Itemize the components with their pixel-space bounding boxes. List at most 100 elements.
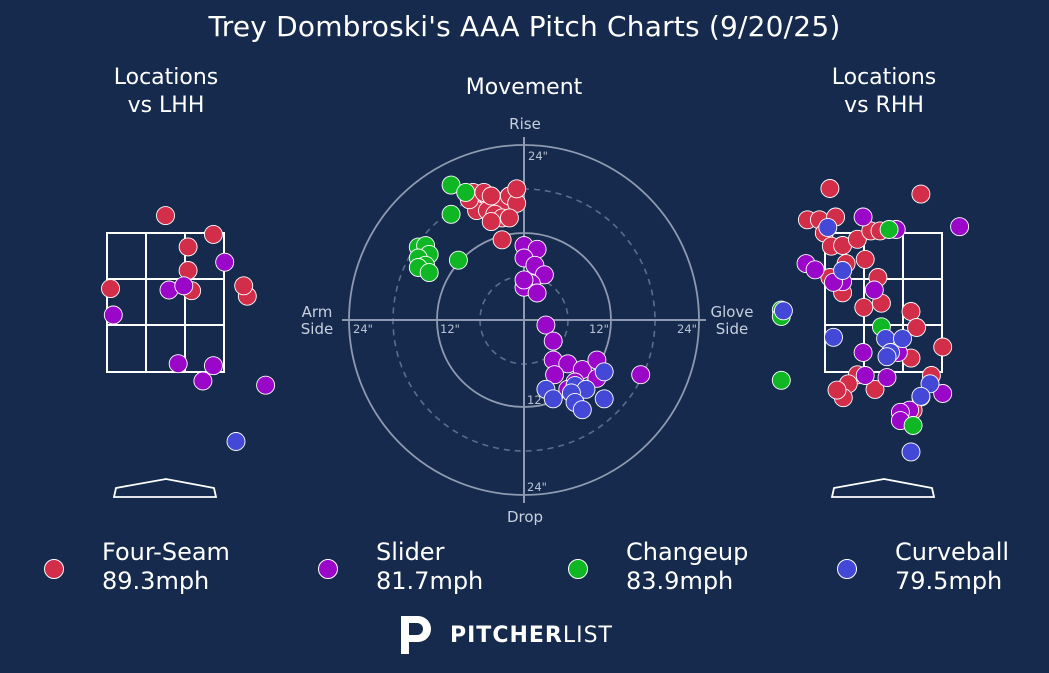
rhh-point-four-seam: [870, 221, 890, 241]
movement-point-curveball: [565, 392, 585, 412]
rhh-point-four-seam: [868, 268, 888, 287]
rhh-point-four-seam: [833, 283, 853, 303]
rhh-point-slider: [824, 272, 843, 292]
rhh-point-changeup: [771, 370, 791, 390]
movement-point-four-seam: [463, 182, 483, 202]
lhh-point-four-seam: [237, 286, 257, 306]
lhh-point-four-seam: [182, 281, 202, 301]
movement-label-rise: Rise: [509, 115, 541, 133]
movement-ring-12: [436, 232, 612, 408]
movement-point-changeup: [408, 237, 428, 257]
rhh-strike-zone: [824, 232, 943, 373]
rhh-point-four-seam: [933, 337, 953, 357]
rhh-point-changeup: [771, 306, 791, 326]
lhh-point-slider: [168, 354, 188, 374]
movement-point-four-seam: [499, 208, 519, 228]
movement-point-curveball: [561, 383, 581, 403]
lhh-point-four-seam: [203, 224, 223, 244]
lhh-panel-title: Locations vs LHH: [113, 65, 219, 118]
movement-point-four-seam: [478, 201, 497, 221]
rhh-point-slider: [900, 400, 920, 420]
movement-point-four-seam: [485, 190, 505, 210]
rhh-point-changeup: [771, 300, 791, 320]
lhh-point-four-seam: [101, 279, 120, 299]
rhh-home-plate: [830, 478, 936, 498]
movement-ring-6: [479, 275, 569, 365]
rhh-point-slider: [890, 402, 910, 422]
movement-point-curveball: [565, 376, 585, 396]
rhh-point-curveball: [881, 343, 900, 362]
legend-swatch-slider: [318, 559, 338, 579]
rhh-point-four-seam: [797, 210, 817, 230]
rhh-point-curveball: [824, 327, 843, 347]
movement-point-four-seam: [492, 193, 512, 213]
movement-point-changeup: [456, 182, 476, 202]
ring-label-bottom-12: 12": [527, 393, 547, 407]
movement-point-slider: [543, 331, 563, 351]
movement-point-slider: [534, 265, 554, 285]
lhh-strike-zone: [106, 232, 225, 373]
movement-point-slider: [514, 248, 534, 268]
ring-label-bottom-24: 24": [527, 480, 547, 494]
rhh-point-four-seam: [820, 179, 840, 198]
rhh-point-slider: [888, 343, 908, 362]
movement-point-changeup: [448, 250, 468, 270]
ring-label-top-24: 24": [528, 149, 548, 163]
rhh-point-curveball: [893, 329, 912, 349]
rhh-point-slider: [796, 254, 816, 274]
ring-label-right-24: 24": [677, 322, 697, 336]
movement-panel-title: Movement: [465, 75, 583, 100]
movement-point-four-seam: [481, 186, 501, 206]
rhh-point-curveball: [876, 329, 896, 349]
rhh-point-curveball: [833, 261, 853, 280]
chart-title: Trey Dombroski's AAA Pitch Charts (9/20/…: [208, 10, 841, 43]
movement-point-changeup: [419, 263, 439, 283]
movement-point-slider: [572, 360, 592, 380]
lhh-point-four-seam: [178, 261, 198, 280]
rhh-point-four-seam: [901, 302, 921, 321]
rhh-point-curveball: [877, 347, 897, 367]
legend-swatch-four-seam: [44, 559, 64, 579]
ring-label-left-24: 24": [353, 322, 373, 336]
movement-label-drop: Drop: [507, 508, 543, 526]
movement-point-changeup: [441, 204, 461, 224]
legend-label-slider: Slider: [376, 538, 445, 566]
rhh-point-four-seam: [814, 223, 834, 243]
rhh-location-plot: [771, 179, 970, 498]
legend: Four-Seam 89.3mph Slider 81.7mph Changeu…: [0, 536, 1049, 606]
lhh-point-slider: [203, 356, 223, 376]
lhh-point-four-seam: [178, 237, 198, 257]
movement-point-four-seam: [467, 201, 487, 221]
lhh-point-slider: [174, 276, 194, 296]
lhh-point-slider: [159, 280, 179, 300]
movement-point-slider: [536, 315, 556, 335]
rhh-point-four-seam: [821, 236, 841, 256]
rhh-point-slider: [864, 280, 884, 300]
rhh-point-four-seam: [911, 184, 931, 204]
movement-ring-18: [392, 188, 656, 452]
movement-label-arm-side: Arm Side: [301, 303, 333, 338]
movement-point-changeup: [419, 244, 439, 264]
lhh-point-four-seam: [156, 206, 175, 226]
logo-text-light: LIST: [562, 623, 613, 648]
rhh-point-four-seam: [855, 249, 875, 269]
rhh-point-slider: [877, 368, 897, 388]
movement-point-four-seam: [507, 179, 527, 199]
rhh-point-curveball: [818, 217, 838, 237]
rhh-point-slider: [853, 343, 873, 362]
rhh-point-slider: [853, 207, 873, 227]
movement-point-slider: [514, 277, 534, 297]
rhh-point-curveball: [773, 301, 793, 321]
legend-speed-changeup: 83.9mph: [626, 567, 734, 595]
movement-point-slider: [545, 365, 565, 385]
rhh-point-curveball: [911, 386, 931, 406]
rhh-point-four-seam: [820, 268, 840, 287]
rhh-point-four-seam: [861, 221, 881, 241]
movement-point-four-seam: [459, 190, 479, 210]
legend-speed-slider: 81.7mph: [376, 567, 484, 595]
movement-point-curveball: [572, 400, 592, 420]
rhh-point-slider: [950, 217, 970, 237]
movement-point-slider: [587, 350, 607, 370]
movement-point-slider: [631, 365, 651, 385]
rhh-point-four-seam: [847, 229, 867, 249]
